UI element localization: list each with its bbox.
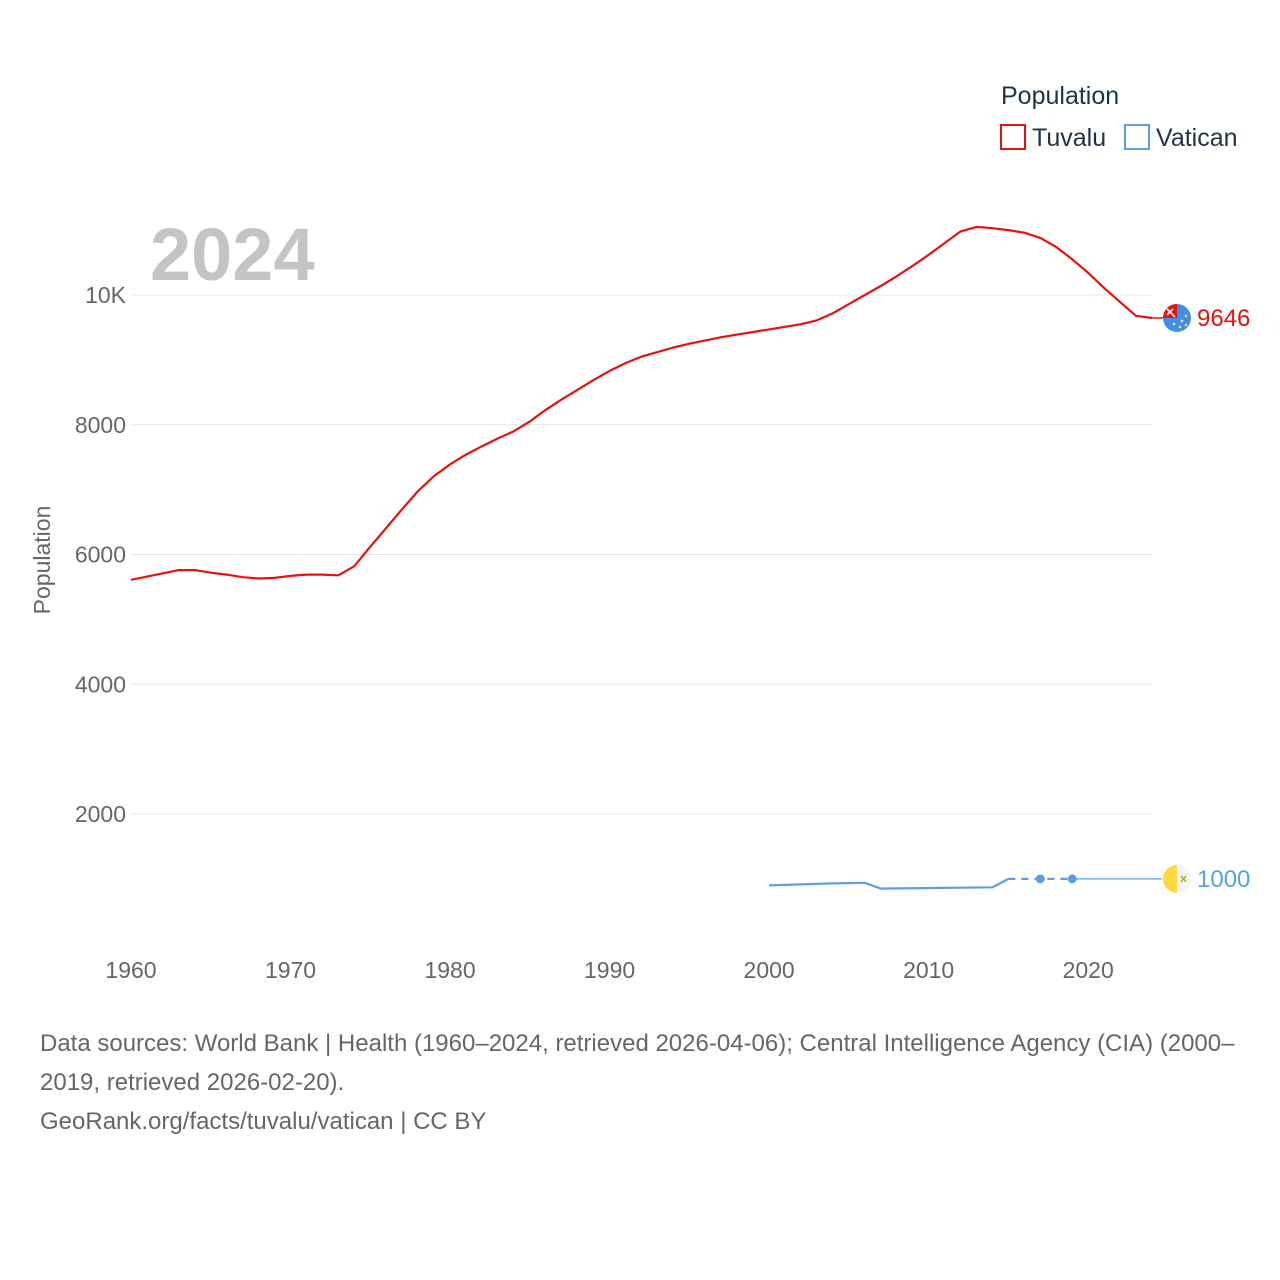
x-tick-label: 2020 [1063, 957, 1114, 983]
population-chart: 2000 4000 6000 8000 10K 1960 1970 1980 1990 2000… [29, 82, 1250, 983]
y-tick-label: 10K [85, 282, 127, 308]
y-tick-label: 8000 [75, 412, 126, 438]
series-lines [130, 225, 1162, 890]
y-tick-label: 2000 [75, 801, 126, 827]
gridlines [131, 294, 1152, 815]
legend: Population Tuvalu Vatican [1000, 82, 1238, 152]
y-tick-label: 6000 [75, 542, 126, 568]
data-source-note: Data sources: World Bank | Health (1960–… [40, 1024, 1250, 1141]
x-tick-label: 1990 [584, 957, 635, 983]
attribution-link[interactable]: GeoRank.org/facts/tuvalu/vatican | CC BY [40, 1108, 487, 1135]
tuvalu-end-value: 9646 [1197, 305, 1250, 332]
legend-label-tuvalu: Tuvalu [1032, 124, 1106, 152]
legend-item-vatican[interactable]: Vatican [1124, 124, 1238, 152]
series-line-tuvalu[interactable] [130, 225, 1153, 581]
legend-swatch-tuvalu [1000, 124, 1026, 150]
current-year-label: 2024 [150, 213, 315, 296]
legend-label-vatican: Vatican [1156, 124, 1238, 152]
tuvalu-flag-icon [1163, 303, 1191, 332]
x-tick-label: 1970 [265, 957, 316, 983]
tuvalu-end-marker: 9646 [1152, 303, 1250, 332]
y-axis: 2000 4000 6000 8000 10K [75, 282, 127, 827]
x-tick-label: 2010 [903, 957, 954, 983]
x-tick-label: 1980 [424, 957, 475, 983]
vatican-flag-icon [1163, 864, 1191, 893]
y-axis-title: Population [29, 506, 55, 615]
vatican-data-point[interactable] [1035, 874, 1045, 884]
legend-title: Population [1001, 82, 1119, 110]
vatican-end-marker: 1000 [1163, 864, 1250, 893]
x-tick-label: 1960 [105, 957, 156, 983]
legend-swatch-vatican [1124, 124, 1150, 150]
x-axis: 1960 1970 1980 1990 2000 2010 2020 [105, 957, 1113, 983]
x-tick-label: 2000 [744, 957, 795, 983]
series-line-vatican[interactable] [769, 877, 1009, 890]
y-tick-label: 4000 [75, 671, 126, 697]
vatican-end-value: 1000 [1197, 866, 1250, 893]
data-sources-text: Data sources: World Bank | Health (1960–… [40, 1030, 1235, 1096]
legend-item-tuvalu[interactable]: Tuvalu [1000, 124, 1106, 152]
